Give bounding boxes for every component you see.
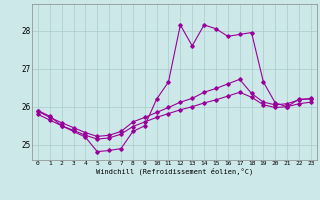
X-axis label: Windchill (Refroidissement éolien,°C): Windchill (Refroidissement éolien,°C): [96, 168, 253, 175]
